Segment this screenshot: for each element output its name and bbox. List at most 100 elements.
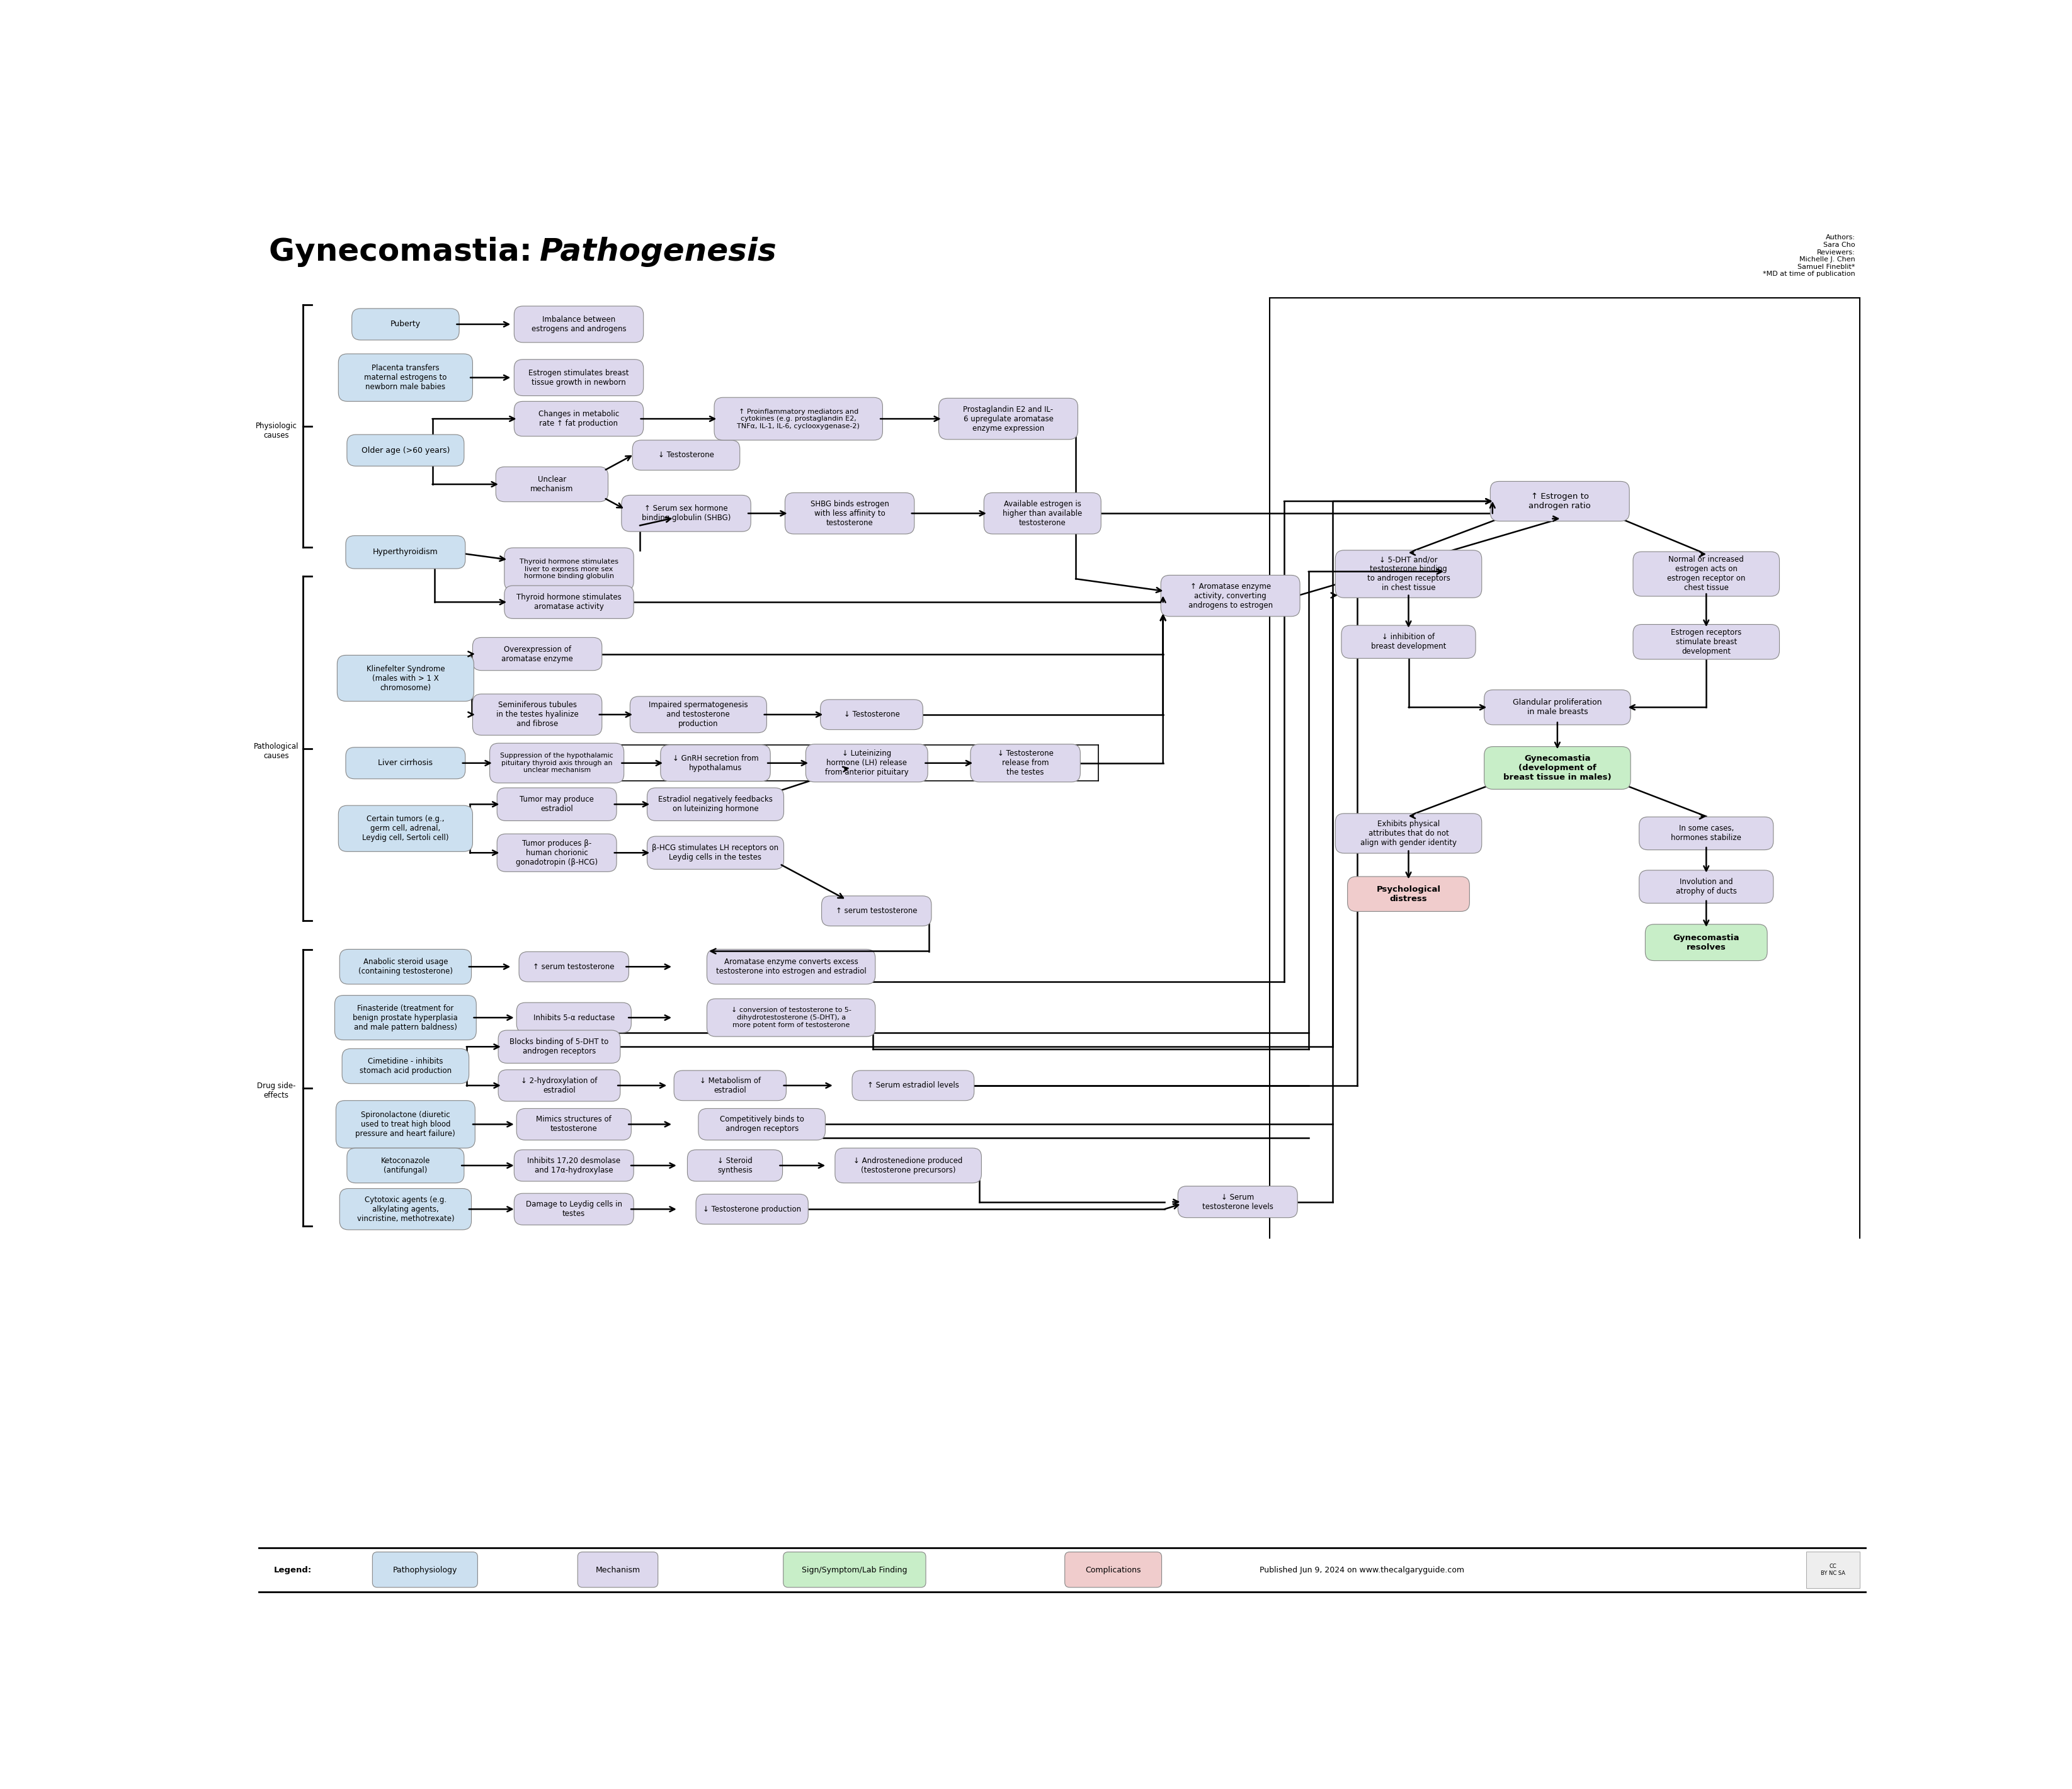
FancyBboxPatch shape xyxy=(495,467,607,501)
Text: ↑ Aromatase enzyme
activity, converting
androgens to estrogen: ↑ Aromatase enzyme activity, converting … xyxy=(1187,581,1272,610)
FancyBboxPatch shape xyxy=(340,1188,470,1229)
Text: Gynecomastia:: Gynecomastia: xyxy=(269,236,543,267)
Text: Tumor produces β-
human chorionic
gonadotropin (β-HCG): Tumor produces β- human chorionic gonado… xyxy=(516,839,597,866)
Text: Blocks binding of 5-DHT to
androgen receptors: Blocks binding of 5-DHT to androgen rece… xyxy=(510,1038,609,1056)
FancyBboxPatch shape xyxy=(715,397,883,440)
FancyBboxPatch shape xyxy=(497,1070,620,1102)
FancyBboxPatch shape xyxy=(1484,746,1631,789)
Text: β-HCG stimulates LH receptors on
Leydig cells in the testes: β-HCG stimulates LH receptors on Leydig … xyxy=(653,844,779,862)
FancyBboxPatch shape xyxy=(503,547,634,590)
Text: ↓ inhibition of
breast development: ↓ inhibition of breast development xyxy=(1370,633,1446,651)
Text: Exhibits physical
attributes that do not
align with gender identity: Exhibits physical attributes that do not… xyxy=(1359,819,1457,846)
Text: ↓ Metabolism of
estradiol: ↓ Metabolism of estradiol xyxy=(700,1077,760,1095)
FancyBboxPatch shape xyxy=(1490,481,1629,521)
FancyBboxPatch shape xyxy=(518,952,628,982)
Text: Suppression of the hypothalamic
pituitary thyroid axis through an
unclear mechan: Suppression of the hypothalamic pituitar… xyxy=(499,753,613,773)
FancyBboxPatch shape xyxy=(497,834,615,871)
FancyBboxPatch shape xyxy=(338,655,474,701)
Text: Normal or increased
estrogen acts on
estrogen receptor on
chest tissue: Normal or increased estrogen acts on est… xyxy=(1666,556,1745,592)
Text: Available estrogen is
higher than available
testosterone: Available estrogen is higher than availa… xyxy=(1003,499,1082,528)
Text: ↑ Serum estradiol levels: ↑ Serum estradiol levels xyxy=(866,1081,959,1090)
Text: Gynecomastia
resolves: Gynecomastia resolves xyxy=(1672,934,1738,952)
Text: Puberty: Puberty xyxy=(390,320,421,329)
FancyBboxPatch shape xyxy=(516,1002,632,1032)
FancyBboxPatch shape xyxy=(852,1070,974,1100)
FancyBboxPatch shape xyxy=(340,950,470,984)
FancyBboxPatch shape xyxy=(1334,551,1481,598)
Text: Spironolactone (diuretic
used to treat high blood
pressure and heart failure): Spironolactone (diuretic used to treat h… xyxy=(356,1111,456,1138)
Text: Sign/Symptom/Lab Finding: Sign/Symptom/Lab Finding xyxy=(802,1565,908,1574)
FancyBboxPatch shape xyxy=(1177,1186,1297,1218)
FancyBboxPatch shape xyxy=(489,742,624,784)
FancyBboxPatch shape xyxy=(1645,925,1767,961)
FancyBboxPatch shape xyxy=(346,535,464,569)
Text: Liver cirrhosis: Liver cirrhosis xyxy=(377,759,433,767)
Text: ↑ serum testosterone: ↑ serum testosterone xyxy=(835,907,918,914)
FancyBboxPatch shape xyxy=(783,1553,926,1587)
Text: In some cases,
hormones stabilize: In some cases, hormones stabilize xyxy=(1670,825,1740,843)
Text: ↑ serum testosterone: ↑ serum testosterone xyxy=(533,962,615,971)
Text: Damage to Leydig cells in
testes: Damage to Leydig cells in testes xyxy=(526,1200,622,1218)
FancyBboxPatch shape xyxy=(707,998,874,1036)
FancyBboxPatch shape xyxy=(497,1030,620,1063)
FancyBboxPatch shape xyxy=(1334,814,1481,853)
Text: ↓ GnRH secretion from
hypothalamus: ↓ GnRH secretion from hypothalamus xyxy=(671,755,758,771)
Text: Cimetidine - inhibits
stomach acid production: Cimetidine - inhibits stomach acid produ… xyxy=(358,1057,452,1075)
FancyBboxPatch shape xyxy=(696,1193,808,1224)
Text: Anabolic steroid usage
(containing testosterone): Anabolic steroid usage (containing testo… xyxy=(358,957,452,975)
Text: Pathogenesis: Pathogenesis xyxy=(539,236,777,267)
Text: ↓ Androstenedione produced
(testosterone precursors): ↓ Androstenedione produced (testosterone… xyxy=(854,1157,963,1174)
FancyBboxPatch shape xyxy=(346,1149,464,1183)
FancyBboxPatch shape xyxy=(1639,869,1774,903)
FancyBboxPatch shape xyxy=(514,360,642,395)
Text: Unclear
mechanism: Unclear mechanism xyxy=(530,476,574,494)
FancyBboxPatch shape xyxy=(688,1150,783,1181)
FancyBboxPatch shape xyxy=(1484,691,1631,725)
FancyBboxPatch shape xyxy=(821,896,930,927)
Text: ↓ Testosterone: ↓ Testosterone xyxy=(659,451,715,460)
Text: SHBG binds estrogen
with less affinity to
testosterone: SHBG binds estrogen with less affinity t… xyxy=(810,499,889,528)
FancyBboxPatch shape xyxy=(1347,877,1469,911)
Text: Seminiferous tubules
in the testes hyalinize
and fibrose: Seminiferous tubules in the testes hyali… xyxy=(495,701,578,728)
FancyBboxPatch shape xyxy=(336,995,477,1039)
FancyBboxPatch shape xyxy=(503,585,634,619)
Text: ↓ Serum
testosterone levels: ↓ Serum testosterone levels xyxy=(1202,1193,1272,1211)
FancyBboxPatch shape xyxy=(497,787,615,821)
Text: ↑ Serum sex hormone
binding globulin (SHBG): ↑ Serum sex hormone binding globulin (SH… xyxy=(642,504,731,522)
Text: Estrogen receptors
stimulate breast
development: Estrogen receptors stimulate breast deve… xyxy=(1670,628,1740,655)
FancyBboxPatch shape xyxy=(698,1109,825,1140)
Text: Pathophysiology: Pathophysiology xyxy=(394,1565,458,1574)
FancyBboxPatch shape xyxy=(630,696,767,733)
FancyBboxPatch shape xyxy=(939,399,1077,440)
Text: Psychological
distress: Psychological distress xyxy=(1376,886,1440,903)
FancyBboxPatch shape xyxy=(373,1553,477,1587)
FancyBboxPatch shape xyxy=(835,1149,982,1183)
Text: Older age (>60 years): Older age (>60 years) xyxy=(361,445,450,454)
Text: Changes in metabolic
rate ↑ fat production: Changes in metabolic rate ↑ fat producti… xyxy=(539,410,620,428)
FancyBboxPatch shape xyxy=(1639,818,1774,850)
FancyBboxPatch shape xyxy=(346,435,464,467)
FancyBboxPatch shape xyxy=(707,950,874,984)
Text: Published Jun 9, 2024 on www.thecalgaryguide.com: Published Jun 9, 2024 on www.thecalgaryg… xyxy=(1260,1565,1465,1574)
Text: Legend:: Legend: xyxy=(274,1565,311,1574)
Text: Ketoconazole
(antifungal): Ketoconazole (antifungal) xyxy=(381,1157,431,1174)
FancyBboxPatch shape xyxy=(338,805,472,852)
FancyBboxPatch shape xyxy=(661,744,771,782)
Text: Overexpression of
aromatase enzyme: Overexpression of aromatase enzyme xyxy=(501,646,574,662)
Text: ↓ 2-hydroxylation of
estradiol: ↓ 2-hydroxylation of estradiol xyxy=(520,1077,597,1095)
FancyBboxPatch shape xyxy=(342,1048,468,1084)
Text: Involution and
atrophy of ducts: Involution and atrophy of ducts xyxy=(1676,878,1736,896)
FancyBboxPatch shape xyxy=(646,835,783,869)
FancyBboxPatch shape xyxy=(806,744,928,782)
FancyBboxPatch shape xyxy=(1633,624,1780,660)
FancyBboxPatch shape xyxy=(514,306,642,342)
Text: ↓ Steroid
synthesis: ↓ Steroid synthesis xyxy=(717,1157,752,1174)
Text: Thyroid hormone stimulates
liver to express more sex
hormone binding globulin: Thyroid hormone stimulates liver to expr… xyxy=(520,558,617,580)
FancyBboxPatch shape xyxy=(472,694,601,735)
Text: Tumor may produce
estradiol: Tumor may produce estradiol xyxy=(520,796,595,814)
Text: Physiologic
causes: Physiologic causes xyxy=(255,422,296,440)
Text: Inhibits 17,20 desmolase
and 17α-hydroxylase: Inhibits 17,20 desmolase and 17α-hydroxy… xyxy=(526,1157,620,1174)
Text: ↑ Estrogen to
androgen ratio: ↑ Estrogen to androgen ratio xyxy=(1529,492,1591,510)
Text: Mimics structures of
testosterone: Mimics structures of testosterone xyxy=(537,1116,611,1132)
FancyBboxPatch shape xyxy=(1807,1551,1859,1589)
